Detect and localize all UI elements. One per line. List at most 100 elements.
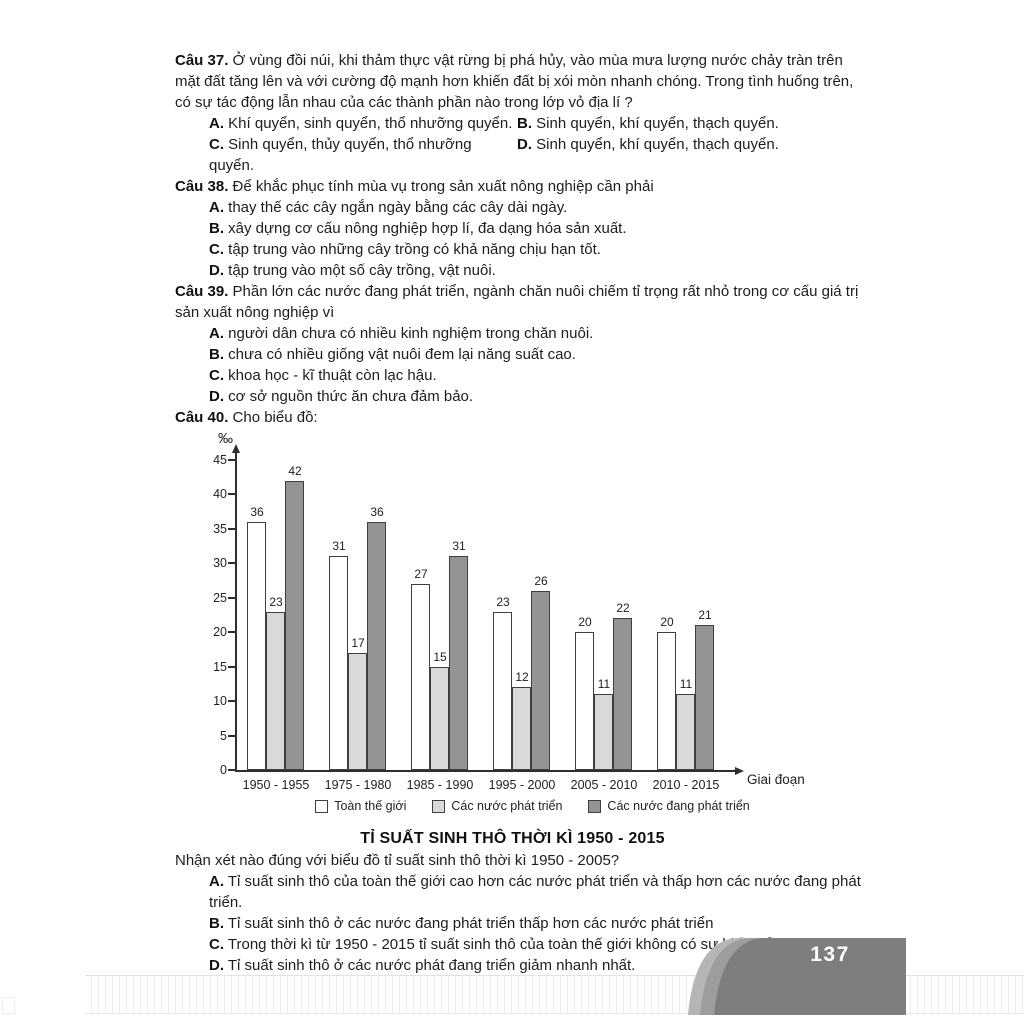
bar	[695, 625, 714, 770]
option-label: A.	[209, 325, 224, 342]
x-axis-title: Giai đoạn	[747, 772, 805, 787]
option-row: A. thay thế các cây ngắn ngày bằng các c…	[209, 199, 568, 216]
question-label: Câu 39.	[175, 283, 229, 300]
bar-value-label: 31	[332, 539, 346, 554]
bar-value-label: 36	[370, 505, 384, 519]
bar	[493, 611, 512, 770]
bar-value-label: 23	[496, 594, 510, 609]
bar-value-label: 17	[351, 635, 365, 650]
y-axis-tick	[228, 596, 236, 599]
y-axis-tick-label: 40	[213, 487, 227, 502]
option-row: A. người dân chưa có nhiều kinh nghiệm t…	[209, 325, 594, 342]
bar-value-label: 31	[452, 539, 466, 554]
question-block: Câu 37. Ở vùng đồi núi, khi thảm thực vậ…	[175, 50, 865, 176]
option-row: C. Trong thời kì từ 1950 - 2015 tỉ suất …	[209, 936, 780, 953]
birth-rate-bar-chart: ‰ 0 5 10 15 20 25 30 35 40 45 36 23 42 1950 - 1955 31 17…	[200, 430, 845, 822]
y-axis-unit-label: ‰	[218, 430, 233, 447]
x-axis-category-label: 1975 - 1980	[324, 778, 392, 792]
bar	[247, 522, 266, 770]
option-label: C.	[209, 936, 224, 953]
option-row: D. tập trung vào một số cây trồng, vật n…	[209, 262, 496, 279]
x-axis-category-label: 2010 - 2015	[652, 778, 720, 792]
option-label: A.	[209, 199, 224, 216]
option-row: B. Tỉ suất sinh thô ở các nước đang phát…	[209, 915, 714, 932]
bar-value-label: 12	[515, 670, 529, 685]
option-label: C.	[209, 241, 224, 258]
option-label: D.	[209, 388, 224, 405]
option-label: B.	[209, 915, 224, 932]
option-row: A. Tỉ suất sinh thô của toàn thế giới ca…	[209, 873, 861, 911]
question-text: Câu 40. Cho biểu đồ:	[175, 409, 318, 426]
legend-swatch-icon	[432, 800, 446, 813]
chart-title: TỈ SUẤT SINH THÔ THỜI KÌ 1950 - 2015	[360, 830, 665, 847]
option: B. Sinh quyển, khí quyển, thạch quyển.	[517, 115, 779, 132]
bar	[449, 556, 468, 770]
bar	[329, 556, 348, 770]
question-label: Câu 37.	[175, 52, 229, 69]
bar-value-label: 36	[250, 505, 264, 519]
question-label: Câu 38.	[175, 178, 229, 195]
option-label: D.	[209, 262, 224, 279]
option-label: C.	[209, 136, 224, 153]
option-label: D.	[517, 136, 532, 153]
question-label: Câu 40.	[175, 409, 229, 426]
option-row: D. Tỉ suất sinh thô ở các nước phát đang…	[209, 957, 636, 974]
option-row: C. Sinh quyển, thủy quyển, thổ nhưỡng qu…	[175, 134, 865, 176]
question40-prompt: Nhận xét nào đúng với biểu đồ tỉ suất si…	[175, 852, 620, 869]
option: C. Sinh quyển, thủy quyển, thổ nhưỡng qu…	[209, 136, 472, 174]
bar	[367, 522, 386, 770]
bar-value-label: 26	[534, 573, 548, 588]
bar-value-label: 20	[660, 615, 674, 630]
option: D. Sinh quyển, khí quyển, thạch quyển.	[517, 136, 779, 153]
y-axis-tick	[228, 562, 236, 565]
x-axis-category-label: 1950 - 1955	[242, 778, 310, 792]
legend-swatch-icon	[588, 800, 602, 813]
legend-item: Các nước đang phát triển	[588, 796, 750, 817]
option-label: B.	[209, 220, 224, 237]
option-label: A.	[209, 115, 224, 132]
option-row: A. Khí quyển, sinh quyển, thổ nhưỡng quy…	[175, 113, 865, 134]
option-label: D.	[209, 957, 224, 974]
bar-value-label: 23	[269, 594, 283, 609]
option-label: A.	[209, 873, 224, 890]
y-axis-tick	[228, 527, 236, 530]
y-axis-tick-label: 35	[213, 521, 227, 536]
legend-item: Toàn thế giới	[315, 796, 406, 817]
bar	[575, 632, 594, 770]
bar-value-label: 21	[698, 608, 712, 623]
y-axis-tick-label: 25	[213, 590, 227, 605]
bar	[285, 480, 304, 770]
question-block: Câu 39. Phần lớn các nước đang phát triể…	[175, 281, 865, 407]
option-row: D. cơ sở nguồn thức ăn chưa đảm bảo.	[209, 388, 474, 405]
y-axis-tick	[228, 459, 236, 461]
legend-label: Các nước đang phát triển	[607, 799, 750, 813]
y-axis-tick-label: 30	[213, 556, 227, 571]
page-number-tab	[688, 938, 906, 1015]
y-axis-tick-label: 20	[213, 625, 227, 640]
question40-block: Nhận xét nào đúng với biểu đồ tỉ suất si…	[175, 850, 865, 976]
bar	[411, 584, 430, 770]
bar	[430, 666, 449, 770]
option-label: C.	[209, 367, 224, 384]
y-axis-tick-label: 5	[220, 728, 227, 743]
chart-legend: Toàn thế giới Các nước phát triển Các nước…	[210, 796, 855, 817]
question-block: Câu 40. Cho biểu đồ:	[175, 407, 865, 428]
x-axis-category-label: 1985 - 1990	[406, 778, 474, 792]
page-corner-mark	[2, 997, 15, 1014]
bar-value-label: 20	[578, 615, 592, 630]
bar	[512, 687, 531, 770]
legend-label: Toàn thế giới	[334, 799, 407, 813]
bar	[613, 618, 632, 770]
y-axis-tick-label: 0	[220, 763, 227, 777]
y-axis-tick-label: 15	[213, 659, 227, 674]
legend-item: Các nước phát triển	[432, 796, 562, 817]
y-axis-tick	[228, 493, 236, 496]
bar	[676, 694, 695, 770]
question-block: Câu 38. Để khắc phục tính mùa vụ trong s…	[175, 176, 865, 281]
bar	[348, 652, 367, 770]
x-axis-arrow-icon	[735, 767, 744, 775]
y-axis-tick	[228, 700, 236, 703]
question-text: Câu 38. Để khắc phục tính mùa vụ trong s…	[175, 178, 654, 195]
y-axis-tick	[228, 631, 236, 634]
y-axis-line	[235, 452, 237, 772]
